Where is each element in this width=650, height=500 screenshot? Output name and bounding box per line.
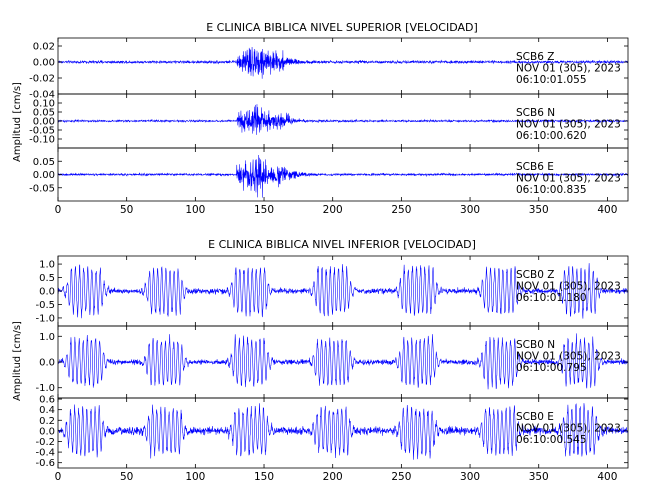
x-tick-label: 50	[120, 471, 133, 483]
nivel-inferior-figure: E CLINICA BIBLICA NIVEL INFERIOR [VELOCI…	[12, 238, 629, 483]
x-tick-label: 300	[460, 204, 480, 216]
y-tick-label: 0.05	[33, 108, 55, 119]
y-tick-label: 0.00	[33, 58, 55, 69]
y-tick-label: 0.0	[39, 287, 55, 298]
station-info-line: SCB6 Z	[516, 51, 554, 63]
x-tick-label: 100	[185, 204, 205, 216]
x-tick-label: 100	[185, 471, 205, 483]
x-tick-label: 0	[55, 471, 62, 483]
x-tick-label: 150	[254, 471, 274, 483]
station-info-line: 06:10:00.795	[516, 362, 587, 374]
station-info-line: SCB6 N	[516, 107, 555, 119]
nivel-superior-figure: E CLINICA BIBLICA NIVEL SUPERIOR [VELOCI…	[12, 21, 629, 216]
station-info-line: 06:10:00.835	[516, 184, 587, 196]
y-tick-label: 1.0	[39, 332, 55, 343]
y-tick-label: 0.00	[33, 117, 55, 128]
y-tick-label: -0.05	[29, 126, 55, 137]
x-tick-label: 250	[391, 471, 411, 483]
x-tick-label: 350	[529, 204, 549, 216]
nivel-superior-title: E CLINICA BIBLICA NIVEL SUPERIOR [VELOCI…	[206, 21, 478, 34]
y-tick-label: 1.0	[39, 260, 55, 271]
y-tick-label: -0.2	[35, 437, 55, 448]
station-info-line: SCB6 E	[516, 161, 554, 173]
x-tick-label: 50	[120, 204, 133, 216]
station-info-line: 06:10:00.545	[516, 434, 587, 446]
y-tick-label: 0.5	[39, 273, 55, 284]
y-tick-label: -0.5	[35, 300, 55, 311]
station-info-line: SCB0 Z	[516, 269, 554, 281]
x-tick-label: 250	[391, 204, 411, 216]
y-tick-label: -0.04	[29, 90, 55, 101]
y-tick-label: 0.10	[33, 99, 55, 110]
station-info-line: NOV 01 (305), 2023	[516, 119, 621, 131]
x-tick-label: 200	[323, 471, 343, 483]
y-tick-label: 0.0	[39, 426, 55, 437]
panel-frame	[57, 397, 629, 469]
x-tick-label: 150	[254, 204, 274, 216]
nivel-inferior-ylabel: Amplitud [cm/s]	[12, 321, 23, 401]
x-tick-label: 350	[529, 471, 549, 483]
y-tick-label: -0.4	[35, 448, 55, 459]
y-tick-label: 0.00	[33, 170, 55, 181]
x-tick-label: 400	[597, 471, 617, 483]
station-info-line: 06:10:01.180	[516, 292, 587, 304]
y-tick-label: 0.6	[39, 395, 55, 406]
station-info-line: 06:10:00.620	[516, 130, 587, 142]
waveform-trace	[58, 104, 628, 135]
station-info-line: NOV 01 (305), 2023	[516, 281, 621, 293]
station-info-line: NOV 01 (305), 2023	[516, 173, 621, 185]
y-tick-label: 0.02	[33, 42, 55, 53]
x-tick-label: 400	[597, 204, 617, 216]
x-tick-label: 300	[460, 471, 480, 483]
station-info-line: SCB0 E	[516, 411, 554, 423]
station-info-line: SCB0 N	[516, 339, 555, 351]
waveform-trace	[58, 263, 628, 319]
y-tick-label: -1.0	[35, 383, 55, 394]
y-tick-label: 0.05	[33, 157, 55, 168]
x-tick-label: 200	[323, 204, 343, 216]
waveform-trace	[58, 403, 628, 460]
station-info-line: 06:10:01.055	[516, 74, 587, 86]
y-tick-label: -1.0	[35, 313, 55, 324]
y-tick-label: -0.10	[29, 135, 55, 146]
waveform-trace	[58, 333, 628, 390]
y-tick-label: 0.4	[39, 405, 55, 416]
y-tick-label: 0.0	[39, 358, 55, 369]
y-tick-label: -0.05	[29, 183, 55, 194]
waveform-trace	[58, 155, 628, 198]
station-info-line: NOV 01 (305), 2023	[516, 423, 621, 435]
x-tick-label: 0	[55, 204, 62, 216]
nivel-inferior-title: E CLINICA BIBLICA NIVEL INFERIOR [VELOCI…	[208, 238, 476, 251]
y-tick-label: -0.02	[29, 74, 55, 85]
y-tick-label: 0.2	[39, 416, 55, 427]
nivel-superior-ylabel: Amplitud [cm/s]	[12, 82, 23, 162]
waveform-trace	[58, 47, 628, 79]
station-info-line: NOV 01 (305), 2023	[516, 63, 621, 75]
station-info-line: NOV 01 (305), 2023	[516, 351, 621, 363]
y-tick-label: -0.6	[35, 458, 55, 469]
